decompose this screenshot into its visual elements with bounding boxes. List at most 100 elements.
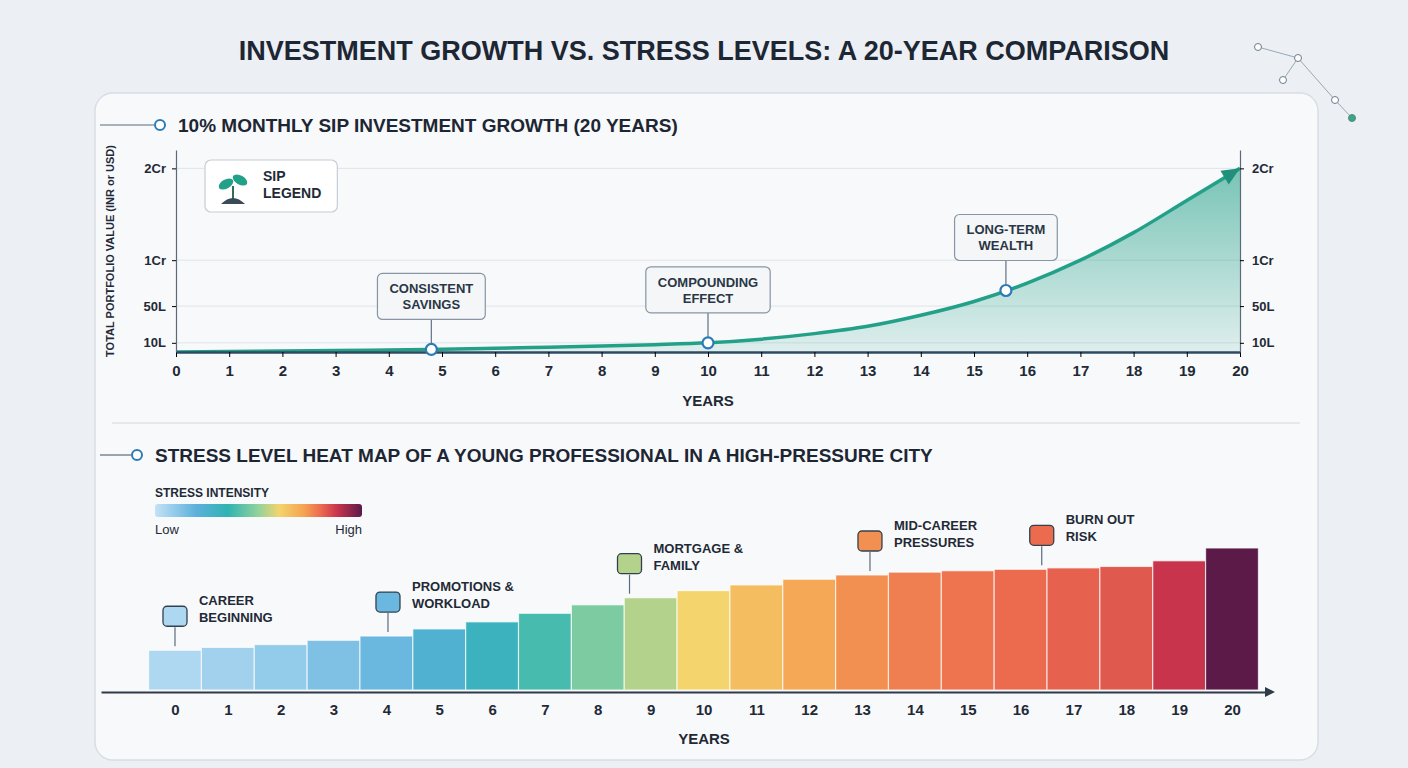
tick-label: 50L xyxy=(1252,299,1274,314)
tick: 0 xyxy=(171,692,179,718)
decor-node xyxy=(1349,115,1356,122)
tick-label: 10L xyxy=(144,335,166,350)
tick: 0 xyxy=(172,352,180,379)
tick: 1Cr xyxy=(144,253,176,268)
heat-cell xyxy=(1047,568,1100,690)
infographic: INVESTMENT GROWTH VS. STRESS LEVELS: A 2… xyxy=(0,0,1408,768)
tick: 1 xyxy=(224,692,232,718)
annotation: PROMOTIONS &WORKLOAD xyxy=(376,579,514,632)
tick-label: 17 xyxy=(1066,701,1083,718)
tick-mark xyxy=(814,352,815,357)
tick-label: 9 xyxy=(651,362,659,379)
tick: 6 xyxy=(492,352,500,379)
tick: 20 xyxy=(1232,352,1249,379)
tick-label: 6 xyxy=(488,701,496,718)
heat-cell xyxy=(994,569,1047,690)
tick-label: 5 xyxy=(436,701,444,718)
axis-line xyxy=(102,692,1270,694)
annotation-label: MORTGAGE &FAMILY xyxy=(654,541,744,573)
tick-label: 4 xyxy=(383,701,392,718)
axis-line xyxy=(176,151,177,353)
heat-cell xyxy=(571,605,624,690)
tick: 4 xyxy=(385,352,394,379)
tick-mark xyxy=(389,352,390,357)
tick: 12 xyxy=(807,352,824,379)
decor-line xyxy=(1258,47,1298,58)
tick: 19 xyxy=(1171,692,1188,718)
tick-label: 2 xyxy=(279,362,287,379)
tick-label: 3 xyxy=(332,362,340,379)
annotation-box xyxy=(646,267,770,313)
x-axis: 01234567891011121314151617181920 xyxy=(172,352,1249,379)
tick-mark xyxy=(868,352,869,357)
tick-label: 9 xyxy=(647,701,655,718)
tick-label: 13 xyxy=(854,701,871,718)
tick: 19 xyxy=(1179,352,1196,379)
tick-label: 12 xyxy=(801,701,818,718)
annotation-icon xyxy=(618,554,642,574)
annotation-icon xyxy=(858,531,882,551)
heat-cell xyxy=(360,636,413,690)
tick-label: 2 xyxy=(277,701,285,718)
tick-mark xyxy=(229,352,230,357)
annotation-icon xyxy=(376,592,400,612)
tick-label: 3 xyxy=(330,701,338,718)
x-axis-title: YEARS xyxy=(682,392,734,409)
tick-label: 15 xyxy=(966,362,983,379)
decoration xyxy=(1255,44,1356,122)
tick: 17 xyxy=(1073,352,1090,379)
swatch-pot xyxy=(221,198,245,204)
annotation: CONSISTENTSAVINGS xyxy=(377,273,485,355)
heat-cell xyxy=(413,629,466,690)
tick: 15 xyxy=(966,352,983,379)
annotation-label: CAREERBEGINNING xyxy=(199,593,273,625)
tick-mark xyxy=(655,352,656,357)
colorbar xyxy=(155,504,362,517)
tick-label: 14 xyxy=(907,701,924,718)
tick-mark xyxy=(1240,168,1244,169)
tick: 12 xyxy=(801,692,818,718)
tick-label: 4 xyxy=(385,362,394,379)
annotation-label: LONG-TERMWEALTH xyxy=(967,222,1046,253)
tick-mark xyxy=(1240,260,1244,261)
tick: 9 xyxy=(647,692,655,718)
tick-mark xyxy=(1080,352,1081,357)
tick: 2 xyxy=(277,692,285,718)
tick-mark xyxy=(974,352,975,357)
tick-mark xyxy=(442,352,443,357)
y-axis: 10L50L1Cr2Cr xyxy=(144,151,177,353)
panel-title: 10% MONTHLY SIP INVESTMENT GROWTH (20 YE… xyxy=(178,115,678,136)
tick: 2Cr xyxy=(144,161,176,176)
annotation-label: MID-CAREERPRESSURES xyxy=(894,518,978,550)
tick-mark xyxy=(172,168,176,169)
tick: 13 xyxy=(860,352,877,379)
annotation-point xyxy=(1000,285,1011,296)
leader-line xyxy=(387,613,388,632)
tick-mark xyxy=(921,352,922,357)
tick-label: 0 xyxy=(171,701,179,718)
heat-cell xyxy=(836,575,889,690)
separator xyxy=(112,422,1300,424)
colorbar-title: STRESS INTENSITY xyxy=(155,486,269,500)
tick-label: 16 xyxy=(1013,701,1030,718)
swatch-leaf xyxy=(231,172,249,188)
decor-node xyxy=(1295,55,1302,62)
tick: 10 xyxy=(700,352,717,379)
tick: 10L xyxy=(144,335,176,350)
heat-cell xyxy=(624,598,677,690)
annotations: CAREERBEGINNING PROMOTIONS &WORKLOAD MORTG… xyxy=(163,512,1134,646)
tick-mark xyxy=(495,352,496,357)
annotation-icon xyxy=(1030,525,1054,545)
tick-label: 5 xyxy=(438,362,446,379)
tick-label: 16 xyxy=(1019,362,1036,379)
tick: 5 xyxy=(436,692,444,718)
tick-label: 19 xyxy=(1171,701,1188,718)
axis-arrow xyxy=(1265,687,1275,697)
tick: 10 xyxy=(696,692,713,718)
tick-label: 7 xyxy=(545,362,553,379)
background xyxy=(0,0,1408,768)
tick-mark xyxy=(708,352,709,357)
tick-label: 10L xyxy=(1252,335,1274,350)
leader-line xyxy=(1005,260,1006,285)
tick-label: 20 xyxy=(1224,701,1241,718)
